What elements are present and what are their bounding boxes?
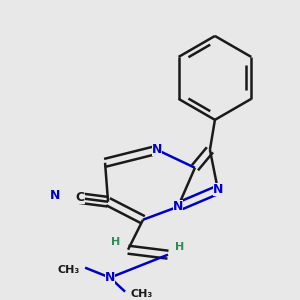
Text: C: C [76, 191, 85, 204]
Text: H: H [111, 237, 121, 247]
Text: N: N [105, 271, 115, 284]
Text: N: N [152, 143, 162, 156]
Text: CH₃: CH₃ [130, 289, 152, 298]
Text: N: N [213, 183, 223, 196]
Text: H: H [175, 242, 184, 252]
Text: N: N [50, 189, 60, 202]
Text: CH₃: CH₃ [58, 265, 80, 275]
Text: N: N [173, 200, 183, 213]
